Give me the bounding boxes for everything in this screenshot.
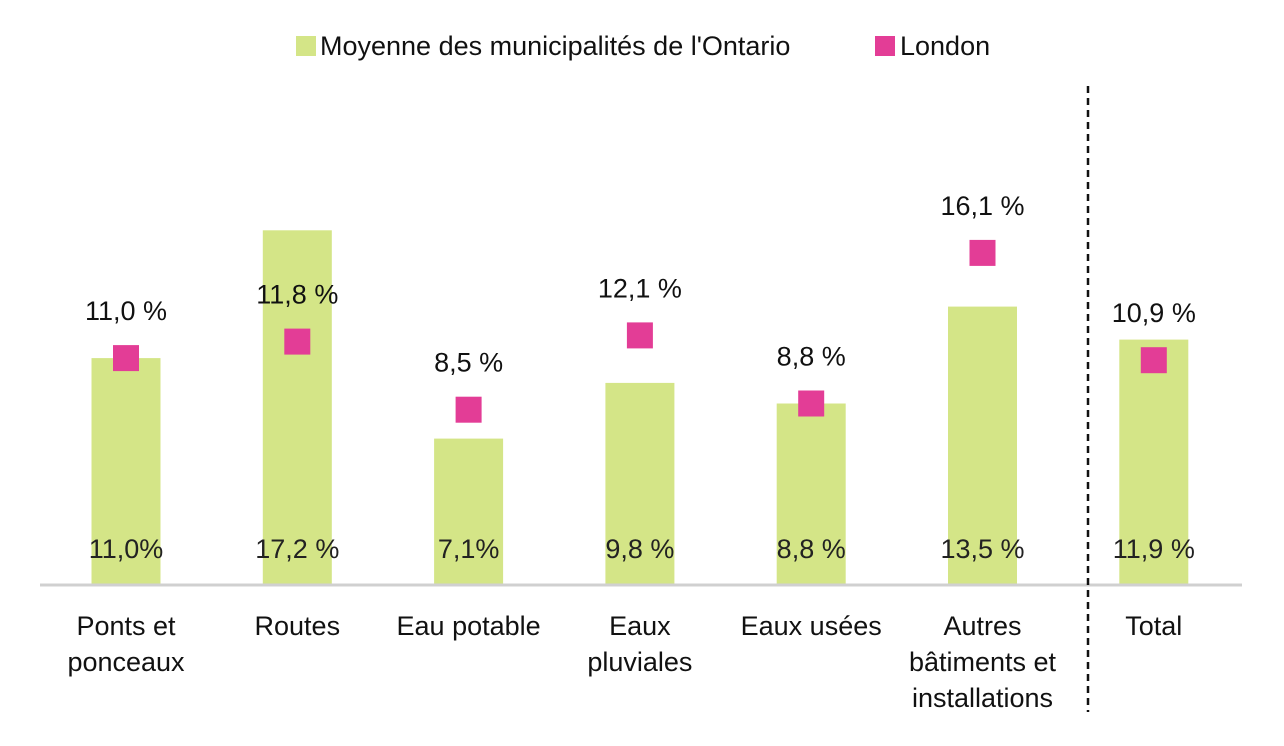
- x-tick-label-line: Routes: [255, 611, 341, 641]
- x-tick-label-line: Eaux usées: [741, 611, 882, 641]
- x-tick-label-2: Eau potable: [397, 611, 541, 641]
- marker-value-label-1: 11,8 %: [256, 280, 338, 310]
- bar-ontario-0: [91, 358, 161, 585]
- x-tick-label-5: Autres bâtiments et installations: [909, 611, 1057, 713]
- x-tick-label-line: bâtiments et: [909, 647, 1057, 677]
- bar-value-label-0: 11,0%: [89, 534, 164, 564]
- bar-value-label-2: 7,1%: [438, 534, 500, 564]
- bar-ontario-1: [262, 230, 332, 586]
- bar-ontario-5: [948, 306, 1017, 585]
- legend-swatch-london: [875, 36, 895, 56]
- x-tick-label-4: Eaux usées: [741, 611, 882, 641]
- x-tick-label-0: Ponts et ponceaux: [67, 611, 185, 677]
- x-tick-label-line: Total: [1125, 611, 1182, 641]
- x-tick-labels: Ponts et ponceaux Routes Eau potable Eaux plu…: [67, 611, 1182, 713]
- legend-swatch-ontario: [296, 36, 316, 56]
- bars-group: [91, 230, 1189, 586]
- bar-ontario-2: [434, 438, 504, 585]
- x-tick-label-6: Total: [1125, 611, 1182, 641]
- legend-label-ontario: Moyenne des municipalités de l'Ontario: [320, 31, 790, 61]
- x-tick-label-line: Eaux: [609, 611, 671, 641]
- marker-london-4: [798, 390, 825, 417]
- bar-value-label-5: 13,5 %: [940, 534, 1024, 564]
- marker-value-label-4: 8,8 %: [777, 342, 846, 372]
- marker-london-5: [969, 239, 996, 266]
- x-tick-label-line: installations: [912, 683, 1053, 713]
- marker-london-0: [113, 345, 139, 372]
- marker-london-3: [626, 322, 653, 349]
- x-tick-label-line: Autres: [943, 611, 1021, 641]
- markers-group: [113, 239, 1167, 423]
- bar-value-label-6: 11,9 %: [1113, 534, 1195, 564]
- legend: Moyenne des municipalités de l'Ontario Lo…: [296, 31, 990, 61]
- bar-value-label-4: 8,8 %: [777, 534, 846, 564]
- marker-value-label-2: 8,5 %: [434, 348, 503, 378]
- labels-group: 11,0% 11,0 % 17,2 % 11,8 % 7,1% 8,5 % 9,8 % 12,…: [85, 191, 1196, 564]
- marker-value-label-5: 16,1 %: [940, 191, 1024, 221]
- marker-value-label-6: 10,9 %: [1112, 298, 1196, 328]
- marker-london-2: [455, 396, 482, 423]
- x-tick-label-line: ponceaux: [67, 647, 185, 677]
- x-tick-label-line: pluviales: [587, 647, 692, 677]
- marker-value-label-3: 12,1 %: [598, 273, 682, 303]
- x-tick-label-1: Routes: [255, 611, 341, 641]
- x-tick-label-3: Eaux pluviales: [587, 611, 692, 677]
- bar-ontario-4: [776, 403, 846, 585]
- bar-ontario-6: [1119, 339, 1189, 585]
- marker-london-1: [284, 328, 311, 355]
- x-tick-label-line: Eau potable: [397, 611, 541, 641]
- marker-value-label-0: 11,0 %: [85, 296, 167, 326]
- x-tick-label-line: Ponts et: [76, 611, 176, 641]
- bar-value-label-1: 17,2 %: [255, 534, 339, 564]
- bar-value-label-3: 9,8 %: [605, 534, 674, 564]
- marker-london-6: [1140, 347, 1167, 374]
- legend-label-london: London: [900, 31, 990, 61]
- bar-ontario-3: [605, 382, 675, 585]
